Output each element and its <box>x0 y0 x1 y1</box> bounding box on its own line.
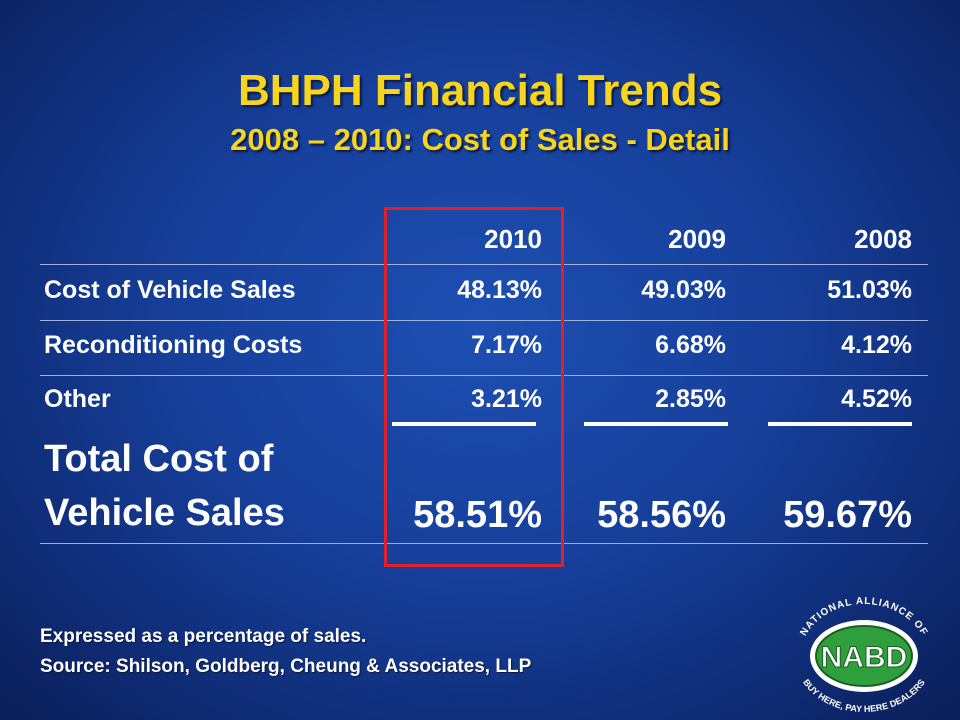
table-cell: 4.12% <box>841 331 912 359</box>
row-divider <box>40 320 928 321</box>
row-label-reconditioning-costs: Reconditioning Costs <box>44 331 303 359</box>
note-source: Source: Shilson, Goldberg, Cheung & Asso… <box>40 656 532 677</box>
table-cell: 3.21% <box>471 385 542 413</box>
column-header-2008: 2008 <box>854 224 912 254</box>
table-cell: 7.17% <box>471 331 542 359</box>
logo-center-text: NABD <box>821 641 908 674</box>
highlight-box-2010 <box>384 207 564 567</box>
table-cell: 49.03% <box>641 276 726 304</box>
slide-subtitle: 2008 – 2010: Cost of Sales - Detail <box>230 122 730 157</box>
row-divider <box>40 264 928 265</box>
total-label-line1: Total Cost of <box>44 438 274 480</box>
total-value-2009: 58.56% <box>597 494 726 536</box>
sum-underline <box>768 422 912 426</box>
table-cell: 6.68% <box>655 331 726 359</box>
nabd-logo: NABD NATIONAL ALLIANCE OF BUY HERE, PAY … <box>798 596 928 714</box>
total-value-2010: 58.51% <box>413 494 542 536</box>
total-label-line2: Vehicle Sales <box>44 492 285 534</box>
column-header-2010: 2010 <box>484 224 542 254</box>
total-value-2008: 59.67% <box>783 494 912 536</box>
row-label-other: Other <box>44 385 111 413</box>
table-cell: 51.03% <box>827 276 912 304</box>
column-header-2009: 2009 <box>668 224 726 254</box>
note-percentage: Expressed as a percentage of sales. <box>40 626 367 647</box>
row-divider <box>40 543 928 544</box>
table-cell: 48.13% <box>457 276 542 304</box>
table-cell: 4.52% <box>841 385 912 413</box>
logo-center <box>815 625 913 687</box>
slide-title: BHPH Financial Trends <box>237 66 723 115</box>
sum-underline <box>392 422 536 426</box>
row-label-cost-of-vehicle-sales: Cost of Vehicle Sales <box>44 276 296 304</box>
row-divider <box>40 375 928 376</box>
sum-underline <box>584 422 728 426</box>
table-cell: 2.85% <box>655 385 726 413</box>
